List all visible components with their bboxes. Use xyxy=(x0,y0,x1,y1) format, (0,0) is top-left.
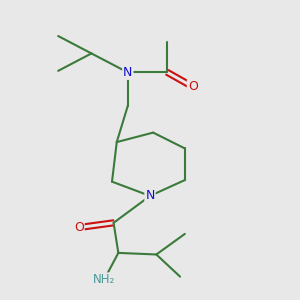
Text: O: O xyxy=(74,221,84,234)
Text: O: O xyxy=(188,80,198,93)
Text: NH₂: NH₂ xyxy=(93,273,115,286)
Text: N: N xyxy=(145,189,155,203)
Text: N: N xyxy=(123,66,133,79)
